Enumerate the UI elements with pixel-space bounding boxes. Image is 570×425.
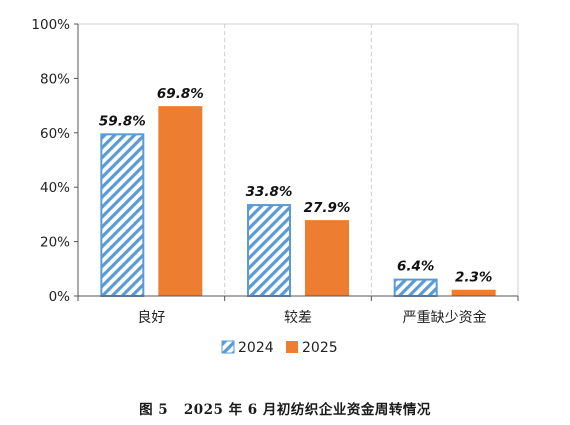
y-tick-label: 80%: [40, 71, 70, 87]
x-axis: 良好 较差 严重缺少资金: [77, 295, 519, 326]
x-tick-label: 严重缺少资金: [403, 310, 487, 326]
data-label: 69.8%: [157, 86, 204, 102]
y-tick-label: 20%: [40, 235, 70, 251]
y-tick-label: 40%: [40, 180, 70, 196]
data-label: 59.8%: [99, 113, 146, 129]
legend-label: 2024: [238, 340, 274, 356]
y-tick-label: 0%: [49, 289, 71, 305]
figure-number: 图 5: [139, 402, 169, 418]
figure-title: 2025 年 6 月初纺织企业资金周转情况: [183, 402, 431, 418]
x-tick-label: 良好: [137, 310, 165, 326]
data-label: 33.8%: [246, 184, 293, 200]
legend-label: 2025: [302, 340, 338, 356]
y-tick-label: 60%: [40, 126, 70, 142]
bar-chart: 0% 20% 40% 60% 80% 100% 59.8% 69.8% 33.8% 27.9% 6…: [31, 17, 519, 356]
data-label: 2.3%: [455, 270, 492, 286]
x-tick-label: 较差: [284, 310, 312, 326]
legend: 2024 2025: [221, 340, 338, 356]
bar-2025: [451, 289, 496, 296]
bar-2024: [247, 204, 291, 297]
bar-2024: [393, 278, 438, 298]
bar-2024: [100, 133, 145, 297]
legend-swatch-2025: [286, 341, 298, 353]
y-tick-label: 100%: [31, 17, 70, 33]
data-label: 27.9%: [304, 200, 351, 216]
bar-2025: [158, 106, 203, 296]
data-label: 6.4%: [397, 259, 434, 275]
figure-caption: 图 5 2025 年 6 月初纺织企业资金周转情况: [0, 398, 570, 418]
bars: 59.8% 69.8% 33.8% 27.9% 6.4% 2.3%: [99, 86, 496, 298]
y-axis: 0% 20% 40% 60% 80% 100%: [31, 17, 79, 305]
bar-2025: [305, 220, 349, 296]
gridlines: [78, 23, 519, 296]
legend-swatch-2024: [221, 340, 235, 354]
